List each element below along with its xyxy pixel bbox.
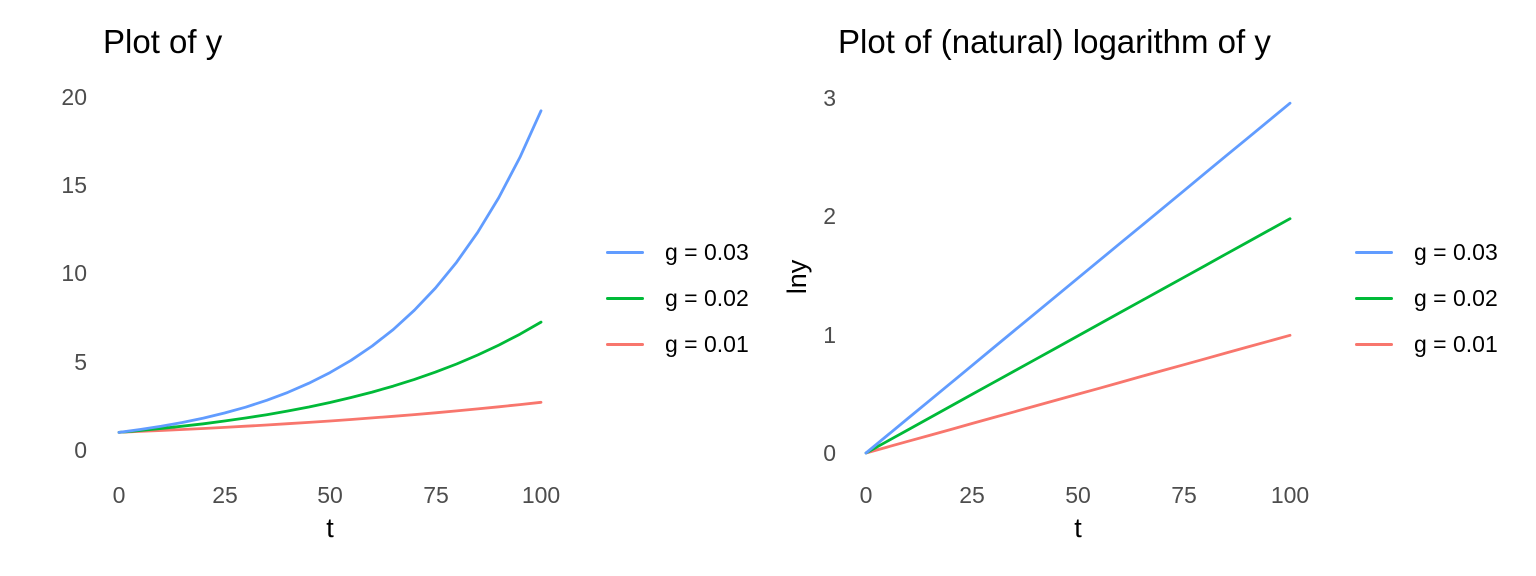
- left-chart-title: Plot of y: [103, 23, 223, 60]
- right-y-tick-0: 0: [823, 440, 836, 466]
- right-x-tick-25: 25: [959, 482, 985, 508]
- right-legend-label-g002: g = 0.02: [1414, 284, 1498, 311]
- right-chart-title: Plot of (natural) logarithm of y: [838, 23, 1271, 60]
- right-legend-swatch-g002: [1355, 296, 1393, 300]
- right-legend-label-g001: g = 0.01: [1414, 330, 1498, 357]
- left-legend-label-g001: g = 0.01: [665, 330, 749, 357]
- left-legend: g = 0.03 g = 0.02 g = 0.01: [606, 229, 749, 367]
- right-legend: g = 0.03 g = 0.02 g = 0.01: [1355, 229, 1498, 367]
- right-y-axis-label: lny: [782, 259, 812, 295]
- right-legend-label-g003: g = 0.03: [1414, 238, 1498, 265]
- left-legend-row-g002: g = 0.02: [606, 275, 749, 321]
- right-x-tick-75: 75: [1171, 482, 1197, 508]
- right-y-tick-2: 2: [823, 203, 836, 229]
- left-legend-swatch-g003: [606, 250, 644, 254]
- right-x-tick-50: 50: [1065, 482, 1091, 508]
- left-y-tick-0: 0: [74, 437, 87, 463]
- left-x-axis-label: t: [326, 513, 334, 543]
- left-x-tick-100: 100: [521, 482, 561, 508]
- left-legend-label-g003: g = 0.03: [665, 238, 749, 265]
- right-x-axis-label: t: [1074, 513, 1082, 543]
- left-y-tick-20: 20: [61, 84, 87, 110]
- right-x-tick-100: 100: [1270, 482, 1310, 508]
- left-y-tick-15: 15: [61, 172, 87, 198]
- left-y-tick-10: 10: [61, 260, 87, 286]
- left-x-tick-50: 50: [317, 482, 343, 508]
- right-legend-row-g002: g = 0.02: [1355, 275, 1498, 321]
- left-x-tick-25: 25: [212, 482, 238, 508]
- left-legend-row-g001: g = 0.01: [606, 321, 749, 367]
- left-legend-swatch-g001: [606, 342, 644, 346]
- right-y-tick-3: 3: [823, 85, 836, 111]
- right-legend-row-g001: g = 0.01: [1355, 321, 1498, 367]
- right-legend-swatch-g001: [1355, 342, 1393, 346]
- left-legend-swatch-g002: [606, 296, 644, 300]
- left-x-tick-0: 0: [112, 482, 126, 508]
- right-x-tick-0: 0: [859, 482, 873, 508]
- left-legend-row-g003: g = 0.03: [606, 229, 749, 275]
- left-y-tick-5: 5: [74, 349, 87, 375]
- left-legend-label-g002: g = 0.02: [665, 284, 749, 311]
- left-x-tick-75: 75: [423, 482, 449, 508]
- right-y-tick-1: 1: [823, 322, 836, 348]
- right-legend-row-g003: g = 0.03: [1355, 229, 1498, 275]
- right-legend-swatch-g003: [1355, 250, 1393, 254]
